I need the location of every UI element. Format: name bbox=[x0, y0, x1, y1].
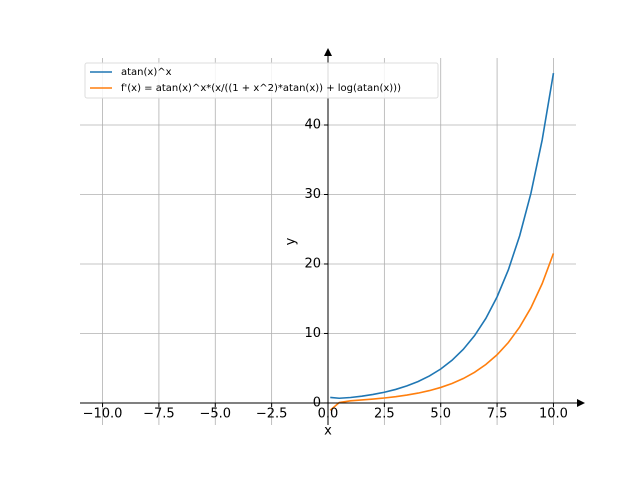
y-tick-label: 20 bbox=[304, 256, 321, 271]
legend-label: atan(x)^x bbox=[121, 67, 172, 78]
x-tick-label: 7.5 bbox=[487, 406, 508, 421]
legend-frame bbox=[84, 62, 439, 99]
y-tick-label: 10 bbox=[304, 326, 321, 341]
legend-label: f'(x) = atan(x)^x*(x/((1 + x^2)*atan(x))… bbox=[121, 83, 401, 94]
y-axis-label: y bbox=[284, 237, 299, 245]
y-tick-label: 40 bbox=[304, 117, 321, 132]
x-tick-label: 10.0 bbox=[539, 406, 568, 421]
x-tick-label: 5.0 bbox=[430, 406, 451, 421]
x-tick-label: −7.5 bbox=[143, 406, 175, 421]
y-tick-label: 30 bbox=[304, 187, 321, 202]
x-tick-label: −2.5 bbox=[256, 406, 288, 421]
x-tick-label: −5.0 bbox=[199, 406, 231, 421]
series-line bbox=[330, 72, 555, 400]
plot bbox=[329, 72, 555, 411]
series-line bbox=[329, 253, 555, 411]
x-tick-label: −10.0 bbox=[83, 406, 123, 421]
x-tick-label: 2.5 bbox=[374, 406, 395, 421]
legend: atan(x)^x f'(x) = atan(x)^x*(x/((1 + x^2)… bbox=[84, 62, 439, 99]
x-axis-label: x bbox=[324, 423, 332, 438]
x-arrow bbox=[577, 398, 585, 407]
y-arrow bbox=[324, 48, 332, 56]
